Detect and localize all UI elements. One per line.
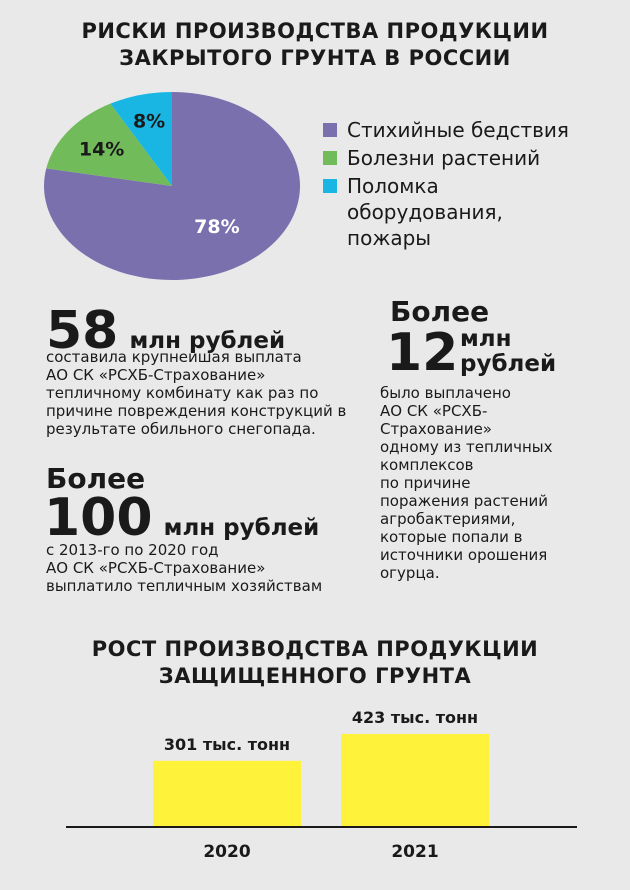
desc-line: причине повреждения конструкций в xyxy=(46,402,347,420)
fact-12-number: 12 xyxy=(386,323,459,383)
fact-100-million: 100 млн рублей xyxy=(44,492,319,544)
bar-title-line-2: ЗАЩИЩЕННОГО ГРУНТА xyxy=(158,664,472,688)
fact-12-description: было выплачено АО СК «РСХБ- Страхование»… xyxy=(380,384,590,582)
bar-chart: 301 тыс. тонн 2020 423 тыс. тонн 2021 xyxy=(66,708,577,862)
bar-2020 xyxy=(153,760,301,827)
legend-label: Стихийные бедствия xyxy=(347,117,592,143)
desc-line: АО СК «РСХБ-Страхование» xyxy=(46,366,266,384)
bar-title-line-1: РОСТ ПРОИЗВОДСТВА ПРОДУКЦИИ xyxy=(91,637,539,661)
fact-unit: млн рублей xyxy=(163,515,320,541)
desc-line: по причине xyxy=(380,474,471,492)
legend-item-equipment-fires: Поломка оборудования, пожары xyxy=(323,173,623,251)
x-tick-label-2020: 2020 xyxy=(203,842,250,862)
bar-value-label-2020: 301 тыс. тонн xyxy=(164,735,290,754)
fact-100-description: с 2013-го по 2020 год АО СК «РСХБ-Страхо… xyxy=(46,541,376,595)
desc-line: комплексов xyxy=(380,456,474,474)
desc-line: тепличному комбинату как раз по xyxy=(46,384,319,402)
legend-item-plant-diseases: Болезни растений xyxy=(323,145,623,171)
fact-100-prefix: Более xyxy=(46,462,146,495)
desc-line: источники орошения xyxy=(380,546,548,564)
fact-12-unit: млн рублей xyxy=(460,327,556,377)
legend-line: оборудования, xyxy=(347,200,503,224)
desc-line: было выплачено xyxy=(380,384,511,402)
desc-line: поражения растений xyxy=(380,492,549,510)
desc-line: результате обильного снегопада. xyxy=(46,420,316,438)
desc-line: агробактериями, xyxy=(380,510,516,528)
legend-swatch-cyan xyxy=(323,179,337,193)
fact-58-million: 58 млн рублей xyxy=(46,305,285,357)
fact-unit: млн рублей xyxy=(129,328,286,354)
bar-2021 xyxy=(341,734,489,827)
desc-line: выплатило тепличным хозяйствам xyxy=(46,577,323,595)
legend-line: пожары xyxy=(347,226,432,250)
fact-12-prefix: Более xyxy=(390,295,490,328)
desc-line: составила крупнейшая выплата xyxy=(46,348,302,366)
pie-legend: Стихийные бедствия Болезни растений Поло… xyxy=(323,117,623,253)
legend-line: Стихийные бедствия xyxy=(347,118,569,142)
desc-line: Страхование» xyxy=(380,420,492,438)
legend-item-natural-disasters: Стихийные бедствия xyxy=(323,117,623,143)
desc-line: которые попали в xyxy=(380,528,523,546)
desc-line: АО СК «РСХБ- xyxy=(380,402,488,420)
x-tick-label-2021: 2021 xyxy=(391,842,438,862)
desc-line: одному из тепличных xyxy=(380,438,553,456)
pie-slice-1 xyxy=(46,103,172,186)
legend-swatch-green xyxy=(323,151,337,165)
fact-number: 100 xyxy=(44,488,153,548)
pie-data-label-1: 14% xyxy=(79,138,124,160)
desc-line: АО СК «РСХБ-Страхование» xyxy=(46,559,266,577)
pie-data-label-0: 78% xyxy=(194,216,239,238)
unit-line: млн xyxy=(460,326,512,352)
fact-58-description: составила крупнейшая выплата АО СК «РСХБ… xyxy=(46,348,376,438)
desc-line: огурца. xyxy=(380,564,440,582)
bar-value-label-2021: 423 тыс. тонн xyxy=(352,708,478,727)
pie-title-line-1: РИСКИ ПРОИЗВОДСТВА ПРОДУКЦИИ xyxy=(81,19,549,43)
fact-number: 58 xyxy=(46,301,119,361)
pie-chart-title: РИСКИ ПРОИЗВОДСТВА ПРОДУКЦИИ ЗАКРЫТОГО Г… xyxy=(0,18,630,72)
legend-swatch-purple xyxy=(323,123,337,137)
pie-data-label-2: 8% xyxy=(133,110,165,132)
pie-slice-2 xyxy=(110,92,172,186)
desc-line: с 2013-го по 2020 год xyxy=(46,541,219,559)
pie-title-line-2: ЗАКРЫТОГО ГРУНТА В РОССИИ xyxy=(119,46,511,70)
pie-slice-0 xyxy=(44,92,301,280)
pie-chart: 78% 14% 8% xyxy=(44,92,301,280)
legend-line: Поломка xyxy=(347,174,439,198)
bar-chart-title: РОСТ ПРОИЗВОДСТВА ПРОДУКЦИИ ЗАЩИЩЕННОГО … xyxy=(0,636,630,690)
legend-label: Поломка оборудования, пожары xyxy=(347,173,592,251)
legend-line: Болезни растений xyxy=(347,146,541,170)
unit-line: рублей xyxy=(460,351,557,377)
legend-label: Болезни растений xyxy=(347,145,592,171)
